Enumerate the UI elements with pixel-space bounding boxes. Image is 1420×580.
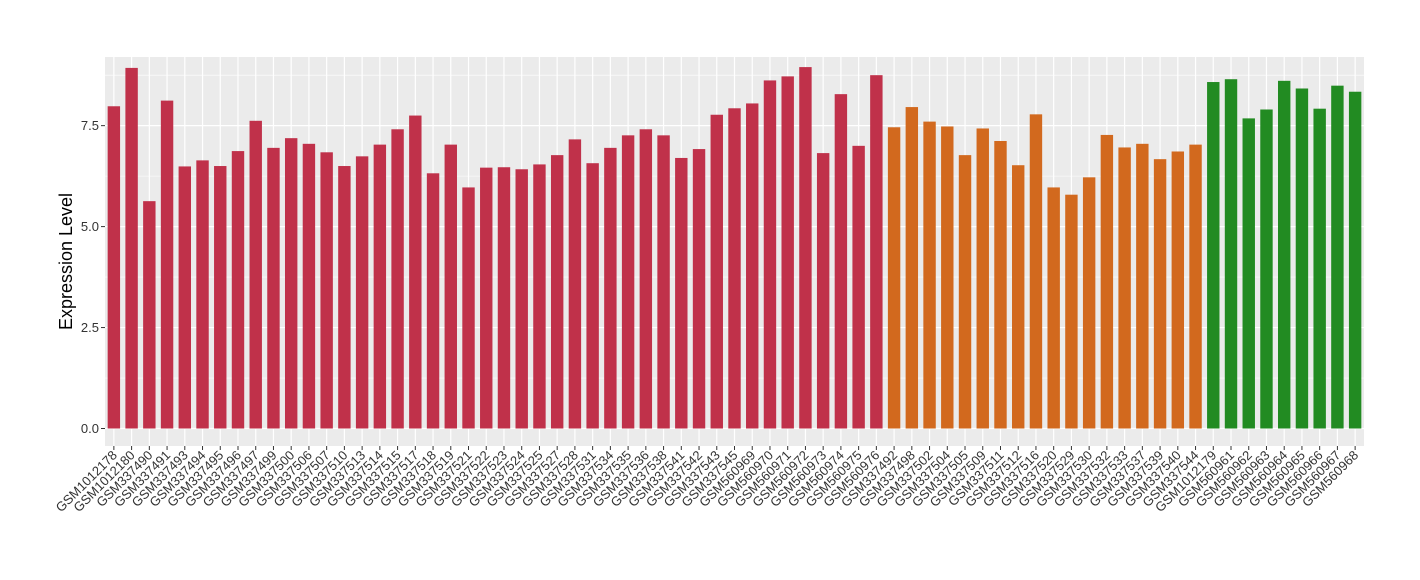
bar-GSM337518 xyxy=(426,173,440,429)
bar-GSM560976 xyxy=(870,75,883,429)
bar-GSM337517 xyxy=(409,115,422,429)
bar-GSM337495 xyxy=(214,166,227,429)
bar-GSM560967 xyxy=(1331,85,1344,429)
bar-GSM560963 xyxy=(1260,109,1273,429)
bar-GSM337541 xyxy=(675,157,688,429)
bar-GSM560966 xyxy=(1313,108,1326,429)
bar-GSM337524 xyxy=(515,169,528,429)
bar-GSM560972 xyxy=(799,67,812,429)
bar-GSM337544 xyxy=(1189,144,1202,429)
bar-GSM560970 xyxy=(763,80,777,429)
bar-GSM337506 xyxy=(302,143,316,429)
y-tick-label: 7.5 xyxy=(81,118,99,133)
bar-GSM337515 xyxy=(391,129,404,429)
bar-GSM337519 xyxy=(444,144,457,429)
bar-GSM337492 xyxy=(887,127,901,429)
bar-GSM337510 xyxy=(338,166,351,429)
bar-GSM560975 xyxy=(852,145,865,429)
bar-GSM560961 xyxy=(1224,79,1238,429)
bar-GSM337528 xyxy=(568,139,582,429)
bar-GSM337514 xyxy=(373,144,387,429)
bar-GSM1012178 xyxy=(107,106,121,429)
bar-GSM337521 xyxy=(462,187,475,429)
bar-GSM337520 xyxy=(1047,187,1060,429)
bar-GSM560969 xyxy=(746,103,759,429)
bar-GSM337500 xyxy=(284,138,298,429)
bar-GSM337491 xyxy=(160,100,174,429)
y-axis-title: Expression Level xyxy=(56,193,76,330)
bar-GSM337545 xyxy=(728,108,741,429)
bar-GSM337523 xyxy=(497,167,511,429)
bar-GSM560973 xyxy=(816,153,830,429)
bar-GSM337513 xyxy=(355,156,369,429)
bar-GSM337539 xyxy=(1153,159,1167,429)
bar-GSM337529 xyxy=(1065,194,1078,429)
bar-GSM1012179 xyxy=(1207,82,1220,429)
bar-GSM337504 xyxy=(941,126,954,429)
bar-GSM337536 xyxy=(639,129,653,429)
bar-GSM337542 xyxy=(692,149,706,429)
bar-GSM560971 xyxy=(781,76,794,429)
bar-GSM337496 xyxy=(231,151,245,429)
bar-GSM337493 xyxy=(178,166,192,429)
bar-GSM337498 xyxy=(905,107,919,429)
bar-GSM337543 xyxy=(710,114,723,429)
y-tick-label: 0.0 xyxy=(81,421,99,436)
bar-GSM337530 xyxy=(1082,177,1096,429)
y-tick-label: 2.5 xyxy=(81,320,99,335)
bar-GSM337507 xyxy=(320,152,333,429)
bar-GSM337534 xyxy=(604,147,617,429)
bar-GSM337540 xyxy=(1171,151,1185,429)
y-axis: 0.0 2.5 5.0 7.5 xyxy=(81,118,105,436)
bar-GSM337511 xyxy=(994,140,1007,429)
bar-GSM560965 xyxy=(1295,88,1309,429)
bar-GSM337537 xyxy=(1136,143,1149,429)
bar-GSM560964 xyxy=(1277,80,1291,429)
bar-GSM560968 xyxy=(1348,91,1362,429)
bar-GSM337522 xyxy=(480,167,493,429)
bar-GSM337509 xyxy=(976,128,989,429)
y-tick-label: 5.0 xyxy=(81,219,99,234)
bar-GSM337499 xyxy=(267,147,280,429)
bar-GSM560962 xyxy=(1242,118,1255,429)
bar-GSM337538 xyxy=(657,135,670,429)
bar-GSM337502 xyxy=(923,121,936,429)
bar-GSM337490 xyxy=(143,201,156,429)
bar-GSM337505 xyxy=(958,155,972,429)
bar-GSM337531 xyxy=(586,163,599,429)
bar-GSM1012180 xyxy=(125,67,138,429)
bar-GSM337497 xyxy=(249,120,262,429)
bar-GSM337525 xyxy=(533,164,546,429)
bar-GSM337527 xyxy=(550,155,564,429)
bars xyxy=(107,67,1362,429)
bar-GSM337533 xyxy=(1118,147,1131,429)
bar-GSM337535 xyxy=(621,135,635,429)
x-axis: GSM1012178GSM1012180GSM337490GSM337491GS… xyxy=(53,446,1361,515)
bar-GSM337516 xyxy=(1029,114,1043,429)
bar-GSM560974 xyxy=(834,94,848,429)
bar-GSM337532 xyxy=(1100,134,1114,429)
bar-GSM337494 xyxy=(196,160,209,429)
bar-GSM337512 xyxy=(1012,165,1025,429)
